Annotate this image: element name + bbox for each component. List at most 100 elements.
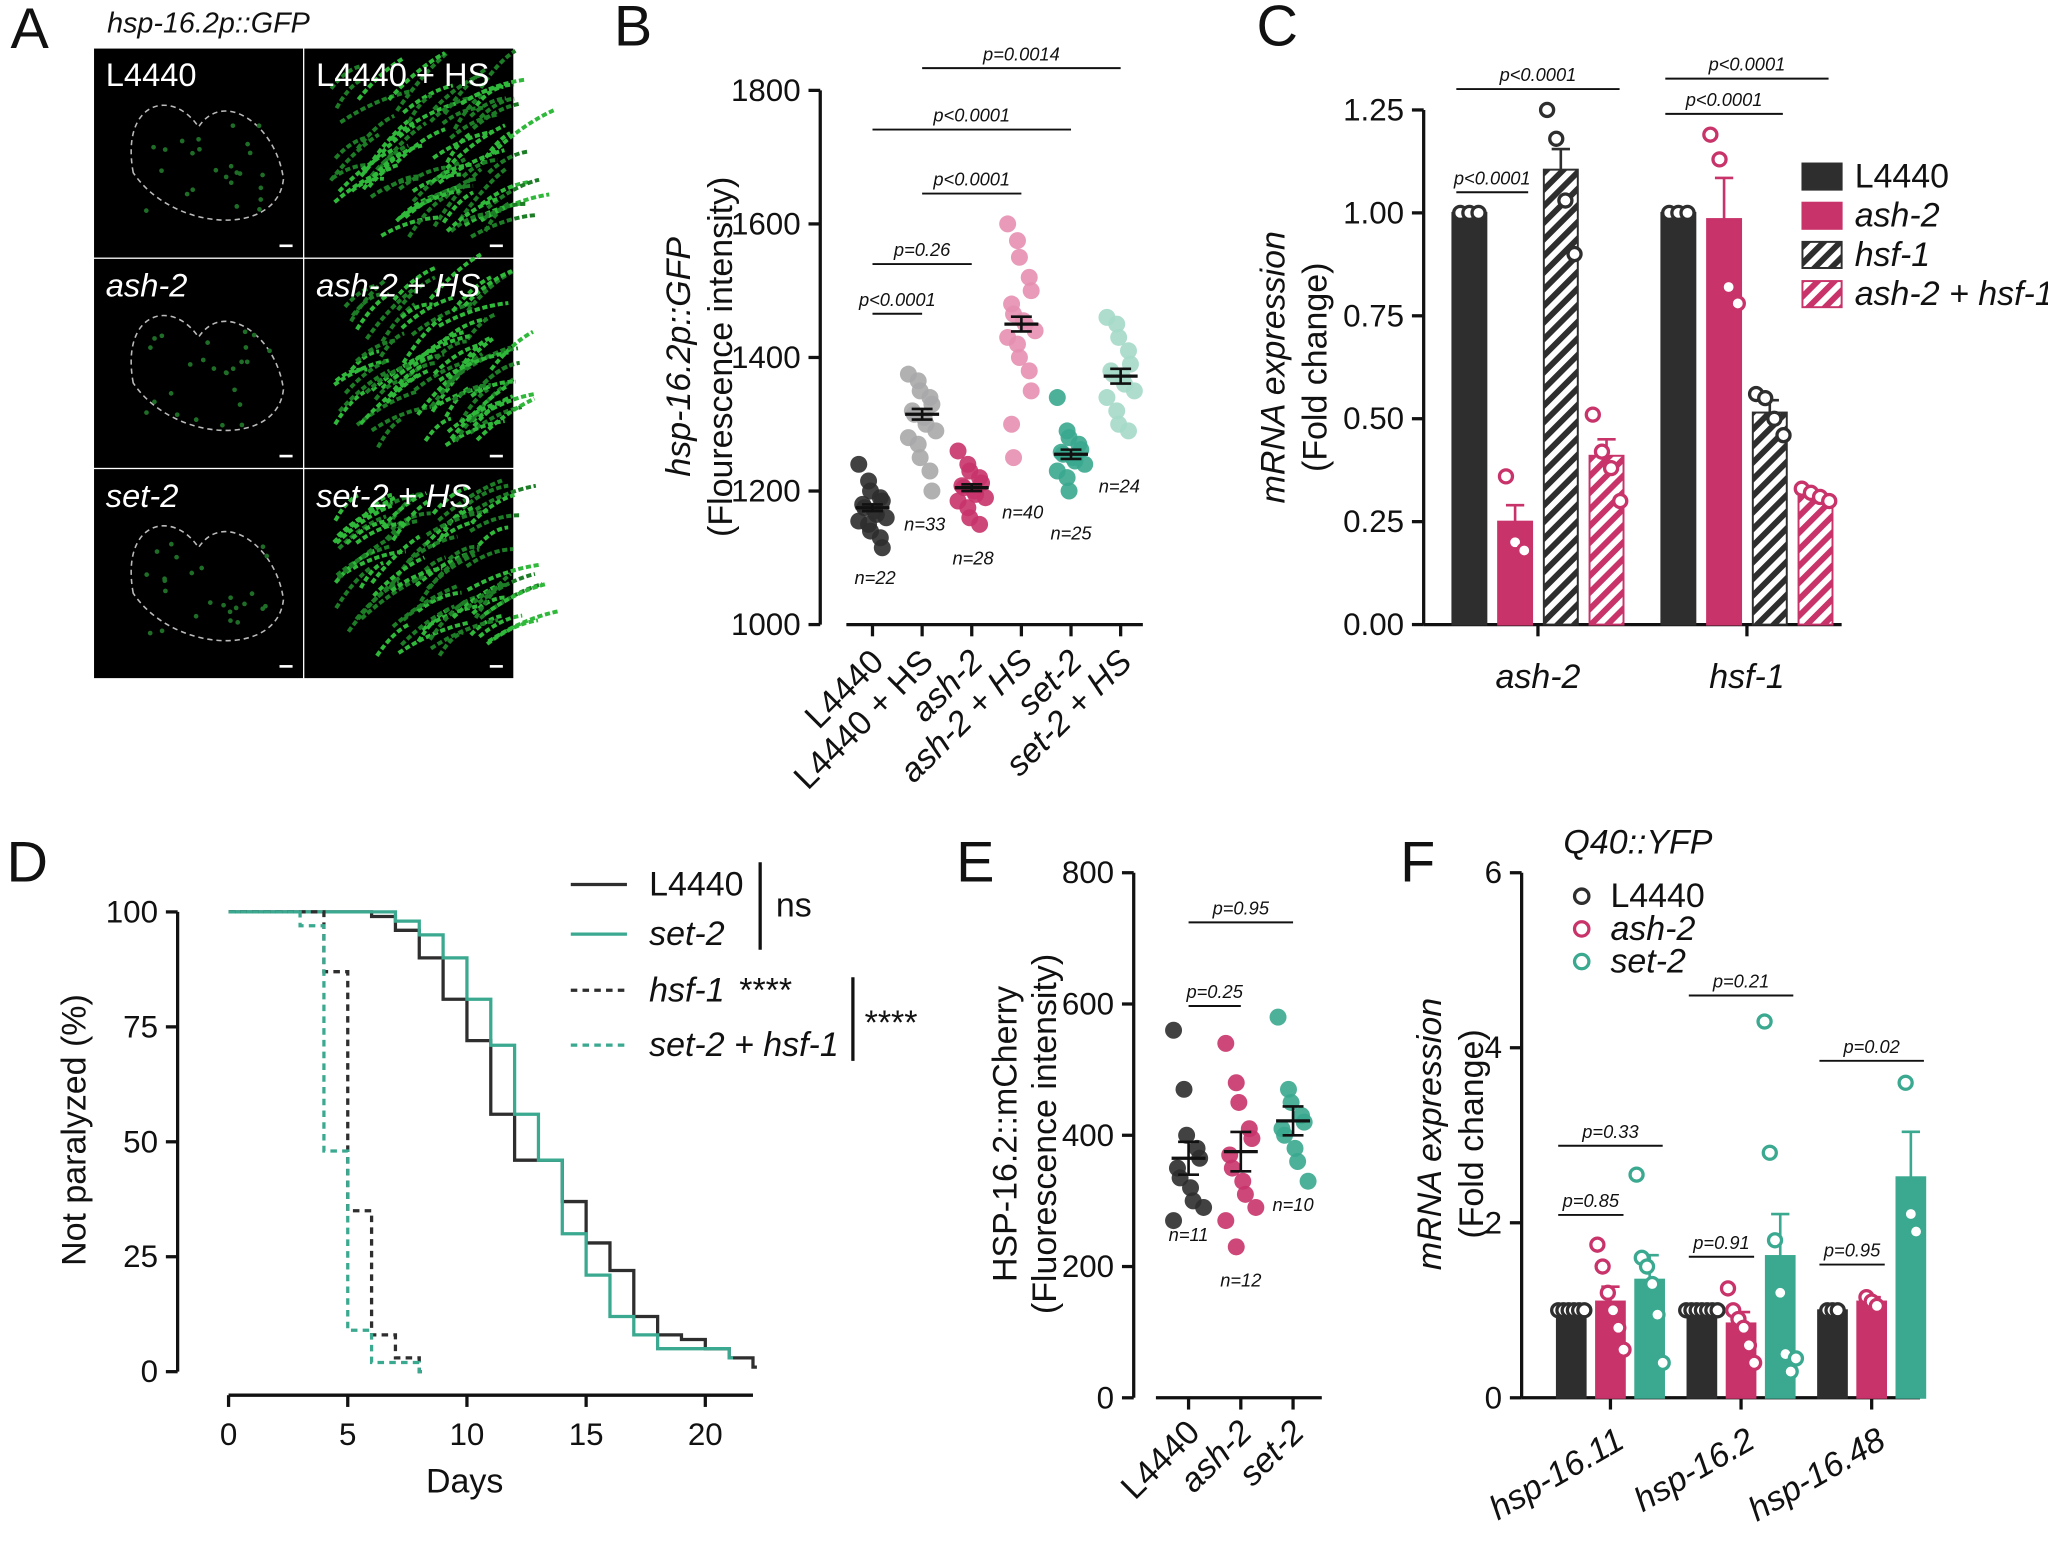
worm [330, 163, 372, 181]
image-label: ash-2 [106, 266, 188, 303]
data-point [1821, 492, 1838, 510]
data-point [1757, 389, 1774, 407]
speck [234, 204, 240, 209]
worm [471, 101, 520, 130]
scale-bar [279, 454, 293, 458]
speck [230, 123, 236, 129]
legend-marker [1572, 952, 1591, 971]
legend-swatch [1801, 240, 1843, 269]
legend-swatch [1801, 162, 1843, 191]
worm [410, 301, 473, 337]
data-point [1195, 1198, 1213, 1216]
worm [470, 379, 516, 398]
worm [379, 331, 405, 358]
scale-bar [489, 454, 503, 458]
speck [193, 417, 199, 423]
worm [387, 364, 423, 398]
y-tick-label: 1800 [731, 73, 801, 108]
y-tick-label: 600 [1062, 987, 1114, 1022]
micrograph: ash-2 [94, 258, 304, 468]
worm [407, 334, 470, 366]
survival-curve [228, 910, 424, 1374]
legend-label: set-2 + hsf-1 [649, 1026, 839, 1064]
worm [449, 211, 490, 233]
speck [144, 410, 149, 415]
y-tick-label: 200 [1062, 1249, 1114, 1284]
y-tick-label: 0.25 [1343, 504, 1404, 539]
bar [1542, 168, 1579, 626]
worm [361, 150, 404, 191]
speck [228, 618, 233, 623]
p-value: p=0.25 [1185, 981, 1243, 1002]
p-value: p=0.0014 [982, 43, 1060, 64]
data-point [1470, 204, 1487, 222]
data-point [1280, 1080, 1297, 1098]
worm [462, 336, 491, 365]
worm [447, 544, 481, 561]
data-point [1829, 1302, 1846, 1319]
worm [449, 384, 508, 440]
worm [333, 390, 366, 426]
worm [397, 620, 470, 655]
worm [430, 355, 478, 413]
p-value: p=0.85 [1562, 1190, 1620, 1211]
worm [466, 582, 509, 610]
worm [434, 339, 467, 361]
panel-letter: D [7, 830, 49, 894]
legend-marker [1572, 920, 1591, 938]
worm [350, 292, 381, 317]
panel-letter: E [956, 830, 994, 894]
speck [249, 591, 255, 597]
y-tick-label: 25 [123, 1239, 158, 1274]
p-value: p=0.21 [1712, 971, 1769, 992]
worm [429, 618, 499, 651]
data-point [1008, 335, 1026, 353]
data-point [1026, 322, 1044, 340]
worm [432, 343, 479, 376]
image-title: hsp-16.2p::GFP [107, 8, 310, 40]
worm [420, 183, 474, 206]
worm [419, 562, 454, 603]
worm [380, 215, 441, 238]
data-point [1702, 126, 1719, 143]
worm [390, 511, 431, 531]
worm [487, 149, 529, 175]
scale-bar [279, 244, 293, 248]
scale-bar [489, 244, 503, 248]
data-point [1868, 1297, 1886, 1315]
worm [467, 483, 537, 516]
data-point [1566, 245, 1583, 263]
worm [451, 275, 492, 313]
p-value: p=0.33 [1581, 1121, 1638, 1142]
worm [337, 147, 395, 193]
micrograph: L4440 + HS [304, 48, 556, 258]
data-point [923, 482, 941, 500]
data-point [1599, 1284, 1616, 1301]
y-tick-label: 0.00 [1343, 607, 1404, 642]
y-tick-label: 1200 [731, 474, 801, 509]
worm [385, 368, 431, 405]
micrograph: ash-2 + HS [304, 252, 536, 468]
image-cell [94, 258, 304, 468]
p-value: p=0.95 [1823, 1240, 1881, 1261]
p-value: p<0.0001 [1685, 89, 1763, 110]
worm [333, 166, 392, 204]
worm [469, 96, 507, 118]
data-point [1299, 1172, 1317, 1190]
speck [179, 138, 185, 144]
data-point [1584, 406, 1601, 423]
data-point [1787, 1350, 1805, 1367]
x-tick-label: 10 [450, 1417, 485, 1452]
data-point [921, 462, 939, 480]
worm [362, 492, 393, 518]
worm [387, 51, 446, 101]
legend-label: ash-2 [1855, 197, 1940, 235]
data-point [1612, 492, 1629, 510]
worm [471, 595, 507, 616]
worm [370, 347, 437, 392]
worm [384, 174, 422, 192]
data-point [1058, 469, 1076, 487]
speck [237, 402, 243, 407]
worm [395, 127, 446, 164]
